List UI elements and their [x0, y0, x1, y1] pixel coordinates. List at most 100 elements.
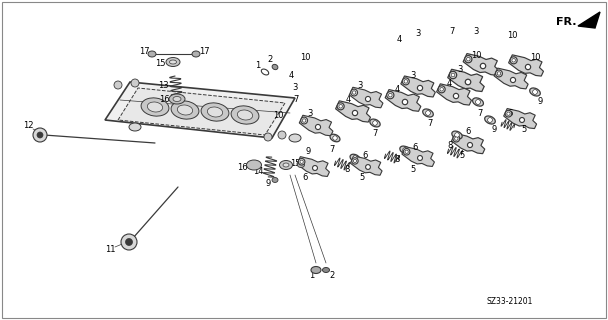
Text: 6: 6: [362, 150, 368, 159]
Ellipse shape: [289, 134, 301, 142]
Ellipse shape: [272, 178, 278, 182]
Ellipse shape: [272, 64, 278, 70]
Text: 5: 5: [359, 173, 365, 182]
Ellipse shape: [452, 131, 462, 139]
Text: 1: 1: [309, 271, 314, 281]
Ellipse shape: [297, 163, 305, 167]
Circle shape: [264, 133, 272, 141]
Circle shape: [426, 111, 430, 116]
Polygon shape: [402, 147, 435, 166]
Circle shape: [353, 159, 356, 163]
Circle shape: [365, 164, 370, 169]
Text: 4: 4: [345, 95, 351, 105]
Text: 11: 11: [105, 245, 116, 254]
Text: 4: 4: [395, 84, 399, 93]
Text: 5: 5: [460, 151, 465, 161]
Text: 6: 6: [465, 127, 471, 137]
Circle shape: [278, 131, 286, 139]
Ellipse shape: [350, 154, 360, 162]
Circle shape: [496, 70, 502, 77]
Text: 17: 17: [139, 46, 150, 55]
Circle shape: [301, 117, 308, 124]
Ellipse shape: [166, 58, 180, 67]
Ellipse shape: [148, 51, 156, 57]
Circle shape: [511, 77, 516, 83]
Circle shape: [466, 57, 470, 61]
Text: 7: 7: [293, 95, 299, 105]
Text: SZ33-21201: SZ33-21201: [487, 298, 533, 307]
Circle shape: [403, 148, 410, 155]
Ellipse shape: [231, 106, 259, 124]
Circle shape: [468, 142, 472, 148]
Text: 6: 6: [412, 142, 418, 151]
Circle shape: [404, 80, 407, 83]
Circle shape: [402, 148, 407, 152]
Text: 8: 8: [344, 164, 350, 173]
Circle shape: [114, 81, 122, 89]
Ellipse shape: [322, 268, 330, 273]
Text: 10: 10: [273, 110, 283, 119]
Polygon shape: [503, 108, 537, 129]
Circle shape: [313, 165, 317, 171]
Circle shape: [125, 238, 133, 245]
Text: 3: 3: [358, 82, 363, 91]
Ellipse shape: [330, 134, 340, 142]
Text: 4: 4: [288, 71, 294, 81]
Circle shape: [465, 56, 472, 63]
Circle shape: [302, 119, 306, 122]
Ellipse shape: [192, 51, 200, 57]
Text: 16: 16: [237, 163, 247, 172]
Circle shape: [402, 99, 408, 105]
Text: 3: 3: [410, 70, 416, 79]
Ellipse shape: [311, 267, 321, 274]
Circle shape: [339, 105, 342, 108]
Text: 8: 8: [447, 140, 453, 149]
Polygon shape: [105, 82, 295, 138]
Circle shape: [353, 91, 356, 94]
Text: 7: 7: [427, 119, 433, 129]
Polygon shape: [350, 156, 382, 175]
Text: FR.: FR.: [556, 17, 576, 27]
Circle shape: [510, 57, 517, 64]
Text: 4: 4: [396, 36, 402, 44]
Circle shape: [337, 103, 344, 110]
Text: 16: 16: [159, 94, 169, 103]
Ellipse shape: [472, 98, 483, 106]
Circle shape: [353, 110, 358, 116]
Text: 3: 3: [307, 109, 313, 118]
Circle shape: [519, 117, 525, 123]
Polygon shape: [297, 157, 330, 176]
Text: 17: 17: [301, 158, 311, 167]
Polygon shape: [463, 53, 499, 75]
Text: 2: 2: [268, 55, 272, 65]
Text: 15: 15: [290, 158, 300, 167]
Ellipse shape: [400, 146, 410, 154]
Circle shape: [121, 234, 137, 250]
Text: 3: 3: [415, 29, 421, 38]
Circle shape: [333, 136, 337, 140]
Text: 10: 10: [530, 52, 541, 61]
Circle shape: [438, 86, 445, 93]
Circle shape: [512, 59, 516, 62]
Ellipse shape: [207, 107, 223, 117]
Text: 7: 7: [449, 27, 455, 36]
Text: 10: 10: [506, 30, 517, 39]
Circle shape: [353, 156, 358, 160]
Circle shape: [389, 93, 392, 97]
Circle shape: [480, 63, 486, 69]
Circle shape: [451, 73, 455, 77]
Circle shape: [488, 117, 492, 122]
Text: 9: 9: [265, 180, 271, 188]
Text: 4: 4: [446, 78, 452, 87]
Polygon shape: [299, 115, 333, 136]
Ellipse shape: [530, 88, 541, 96]
Circle shape: [418, 156, 423, 160]
Circle shape: [440, 88, 443, 91]
Polygon shape: [447, 69, 484, 92]
Circle shape: [300, 160, 303, 164]
Polygon shape: [349, 87, 383, 108]
Text: 5: 5: [522, 125, 527, 134]
Ellipse shape: [423, 109, 434, 117]
Circle shape: [497, 72, 501, 75]
Text: 13: 13: [157, 82, 168, 91]
